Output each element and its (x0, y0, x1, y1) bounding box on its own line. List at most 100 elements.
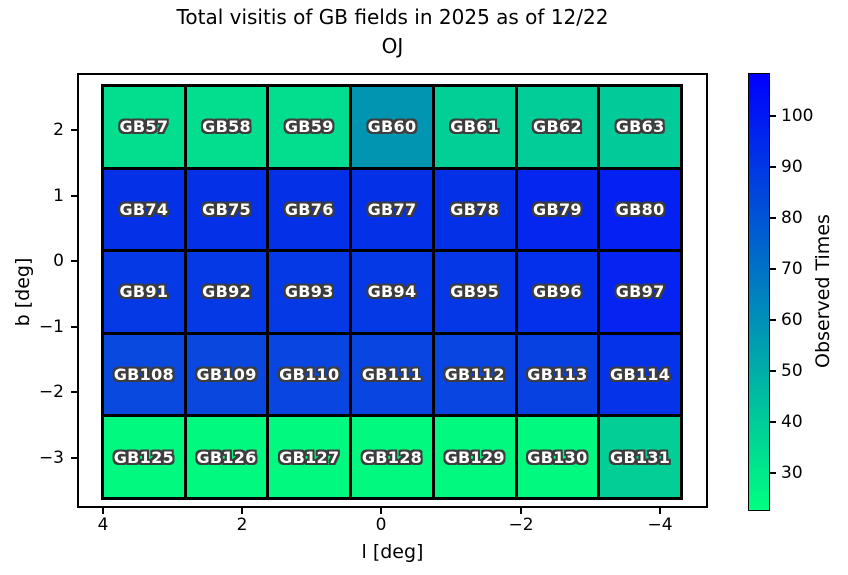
y-tick-label: 1 (53, 186, 64, 206)
colorbar-tick-label: 50 (781, 361, 803, 381)
heatmap-cell-label: GB78 (450, 199, 500, 219)
colorbar-tick-mark (770, 421, 776, 423)
heatmap-cell-label: GB93 (284, 282, 334, 302)
heatmap-cell-label: GB114 (610, 365, 671, 385)
heatmap-cell-label: GB112 (444, 365, 505, 385)
heatmap-cell-label: GB94 (367, 282, 417, 302)
y-tick-mark (71, 457, 77, 459)
y-tick-mark (71, 326, 77, 328)
heatmap-cell-gb129: GB129 (434, 417, 515, 497)
heatmap-cell-label: GB110 (279, 365, 340, 385)
heatmap-cell-label: GB109 (196, 365, 257, 385)
colorbar-tick-mark (770, 166, 776, 168)
heatmap-cell-gb61: GB61 (434, 87, 515, 167)
heatmap-cell-gb62: GB62 (517, 87, 598, 167)
heatmap-cell-gb108: GB108 (104, 334, 184, 415)
y-tick-label: 0 (53, 251, 64, 271)
y-tick-label: −1 (38, 317, 64, 337)
heatmap-cell-label: GB57 (119, 117, 169, 137)
heatmap-cell-label: GB96 (533, 282, 582, 302)
heatmap-cell-label: GB61 (450, 117, 500, 137)
heatmap-cell-gb112: GB112 (434, 334, 515, 415)
heatmap-cell-gb60: GB60 (352, 87, 432, 167)
x-tick-mark (380, 508, 382, 514)
heatmap-cell-label: GB108 (113, 365, 174, 385)
heatmap-cell-gb114: GB114 (600, 334, 680, 415)
heatmap-cell-gb110: GB110 (269, 334, 350, 415)
chart-title-line-1: Total visitis of GB fields in 2025 as of… (176, 5, 609, 29)
heatmap-grid: GB57 GB58 GB59 GB60 GB61 GB62 GB63 GB74 GB75 GB76… (101, 84, 683, 500)
heatmap-cell-gb91: GB91 (104, 252, 184, 332)
heatmap-cell-label: GB77 (367, 199, 417, 219)
heatmap-cell-gb57: GB57 (104, 87, 184, 167)
colorbar-tick-label: 70 (781, 259, 803, 279)
heatmap-cell-label: GB131 (610, 447, 671, 467)
chart-title-line-2: OJ (381, 34, 404, 58)
heatmap-cell-gb92: GB92 (186, 252, 267, 332)
heatmap-cell-label: GB76 (284, 199, 334, 219)
heatmap-cell-label: GB92 (202, 282, 251, 302)
heatmap-cell-label: GB63 (615, 117, 665, 137)
heatmap-cell-gb113: GB113 (517, 334, 598, 415)
heatmap-cell-gb131: GB131 (600, 417, 680, 497)
y-tick-mark (71, 195, 77, 197)
heatmap-cell-gb74: GB74 (104, 169, 184, 250)
colorbar-label: Observed Times (812, 214, 834, 368)
heatmap-cell-gb78: GB78 (434, 169, 515, 250)
heatmap-cell-label: GB62 (533, 117, 582, 137)
heatmap-cell-gb130: GB130 (517, 417, 598, 497)
heatmap-cell-label: GB75 (202, 199, 251, 219)
y-tick-label: −3 (38, 448, 64, 468)
heatmap-cell-gb128: GB128 (352, 417, 432, 497)
heatmap-cell-gb97: GB97 (600, 252, 680, 332)
colorbar-tick-mark (770, 319, 776, 321)
heatmap-cell-gb95: GB95 (434, 252, 515, 332)
heatmap-cell-gb125: GB125 (104, 417, 184, 497)
heatmap-cell-label: GB74 (119, 199, 169, 219)
x-axis-label: l [deg] (361, 541, 424, 563)
y-tick-mark (71, 260, 77, 262)
heatmap-cell-label: GB79 (533, 199, 582, 219)
x-tick-label: 2 (236, 515, 248, 535)
heatmap-cell-label: GB127 (279, 447, 340, 467)
heatmap-cell-gb77: GB77 (352, 169, 432, 250)
heatmap-cell-label: GB60 (367, 117, 417, 137)
heatmap-cell-gb75: GB75 (186, 169, 267, 250)
heatmap-cell-gb109: GB109 (186, 334, 267, 415)
x-tick-mark (659, 508, 661, 514)
heatmap-cell-gb127: GB127 (269, 417, 350, 497)
colorbar-tick-label: 40 (781, 412, 803, 432)
x-tick-label: 4 (97, 515, 109, 535)
heatmap-cell-label: GB80 (615, 199, 665, 219)
y-tick-label: −2 (38, 382, 64, 402)
colorbar-tick-mark (770, 115, 776, 117)
x-tick-mark (241, 508, 243, 514)
y-axis-label: b [deg] (12, 257, 34, 327)
heatmap-cell-label: GB59 (284, 117, 334, 137)
heatmap-cell-gb94: GB94 (352, 252, 432, 332)
heatmap-cell-label: GB58 (202, 117, 251, 137)
y-tick-mark (71, 391, 77, 393)
heatmap-cell-label: GB91 (119, 282, 169, 302)
heatmap-cell-gb96: GB96 (517, 252, 598, 332)
colorbar-tick-mark (770, 268, 776, 270)
heatmap-cell-gb79: GB79 (517, 169, 598, 250)
colorbar-tick-label: 30 (781, 463, 803, 483)
heatmap-cell-label: GB111 (361, 365, 423, 385)
x-tick-label: −4 (647, 515, 673, 535)
heatmap-cell-gb126: GB126 (186, 417, 267, 497)
heatmap-cell-label: GB97 (615, 282, 665, 302)
colorbar-tick-mark (770, 472, 776, 474)
colorbar-tick-mark (770, 370, 776, 372)
heatmap-cell-gb80: GB80 (600, 169, 680, 250)
heatmap-cell-gb59: GB59 (269, 87, 350, 167)
colorbar-tick-label: 100 (781, 106, 814, 126)
x-tick-label: 0 (375, 515, 387, 535)
heatmap-cell-label: GB125 (113, 447, 174, 467)
heatmap-cell-label: GB130 (527, 447, 588, 467)
y-tick-mark (71, 129, 77, 131)
x-tick-mark (520, 508, 522, 514)
heatmap-cell-label: GB128 (361, 447, 423, 467)
heatmap-cell-gb63: GB63 (600, 87, 680, 167)
